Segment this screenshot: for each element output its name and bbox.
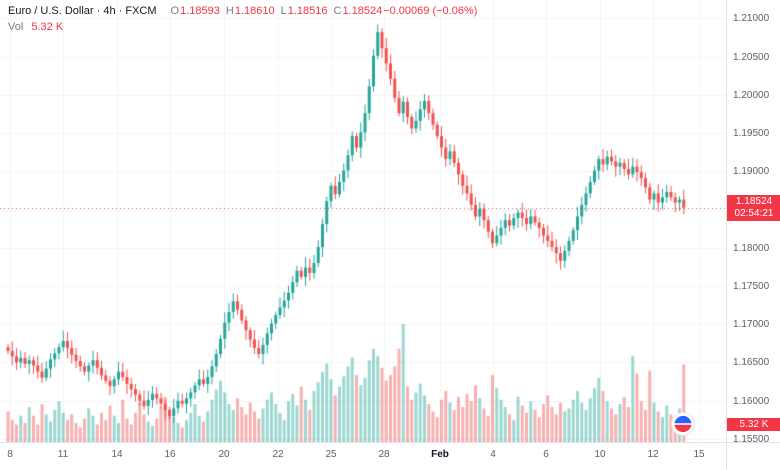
bar-countdown: 02:54:21	[734, 207, 774, 219]
high-label: H	[225, 5, 234, 17]
time-scale-label: 8	[7, 449, 13, 460]
last-price: 1.18524	[735, 195, 773, 207]
price-scale-label: 1.20000	[733, 89, 770, 101]
time-scale-label: 11	[57, 449, 69, 460]
time-scale-label: Feb	[431, 449, 449, 460]
volume-value: 5.32 K	[31, 21, 64, 33]
candlestick-chart-canvas[interactable]	[0, 0, 726, 442]
open-label: O	[170, 5, 180, 17]
time-scale-label: 28	[378, 449, 390, 460]
price-scale-label: 1.17000	[733, 319, 770, 331]
time-scale-label: 25	[325, 449, 337, 460]
exchange-logo[interactable]	[670, 411, 696, 437]
chart-pane[interactable]: Euro / U.S. Dollar · 4h · FXCM O 1.18593…	[0, 0, 726, 442]
volume-badge: 5.32 K	[727, 418, 780, 431]
time-scale-label: 10	[594, 449, 606, 460]
scale-corner	[726, 442, 780, 470]
high-value: 1.18610	[234, 5, 275, 17]
open-value: 1.18593	[180, 5, 220, 17]
price-scale-label: 1.16000	[733, 395, 770, 407]
price-scale[interactable]: 1.18524 02:54:21 5.32 K 1.21000 1.20500 1.…	[726, 0, 780, 445]
price-scale-label: 1.17500	[733, 281, 770, 292]
time-scale-label: 20	[218, 449, 230, 460]
change-value: −0.00069 (−0.06%)	[383, 5, 478, 17]
last-price-badge: 1.18524 02:54:21	[727, 194, 780, 221]
time-scale-label: 16	[164, 449, 176, 460]
time-scale-label: 14	[111, 449, 123, 460]
price-scale-label: 1.19500	[733, 128, 770, 140]
volume-label: Vol	[8, 21, 24, 33]
time-scale-label: 4	[490, 449, 496, 460]
price-scale-label: 1.21000	[733, 13, 770, 25]
time-scale-label: 15	[693, 449, 705, 460]
time-scale[interactable]: 8 11 14 16 20 22 25 28 Feb 4 6 10 12 15	[0, 442, 726, 470]
close-value: 1.18524	[342, 5, 383, 17]
symbol-title[interactable]: Euro / U.S. Dollar · 4h · FXCM	[8, 5, 157, 17]
chart-legend[interactable]: Euro / U.S. Dollar · 4h · FXCM O 1.18593…	[8, 5, 477, 17]
price-scale-label: 1.15500	[733, 433, 770, 445]
time-scale-label: 6	[543, 449, 549, 460]
volume-legend[interactable]: Vol 5.32 K	[8, 21, 63, 33]
price-scale-label: 1.18000	[733, 242, 770, 254]
time-scale-label: 12	[647, 449, 659, 460]
time-scale-label: 22	[272, 449, 284, 460]
low-label: L	[280, 5, 287, 17]
close-label: C	[333, 5, 342, 17]
price-scale-label: 1.16500	[733, 357, 770, 369]
low-value: 1.18516	[287, 5, 328, 17]
price-scale-label: 1.20500	[733, 51, 770, 63]
price-scale-label: 1.19000	[733, 166, 770, 178]
